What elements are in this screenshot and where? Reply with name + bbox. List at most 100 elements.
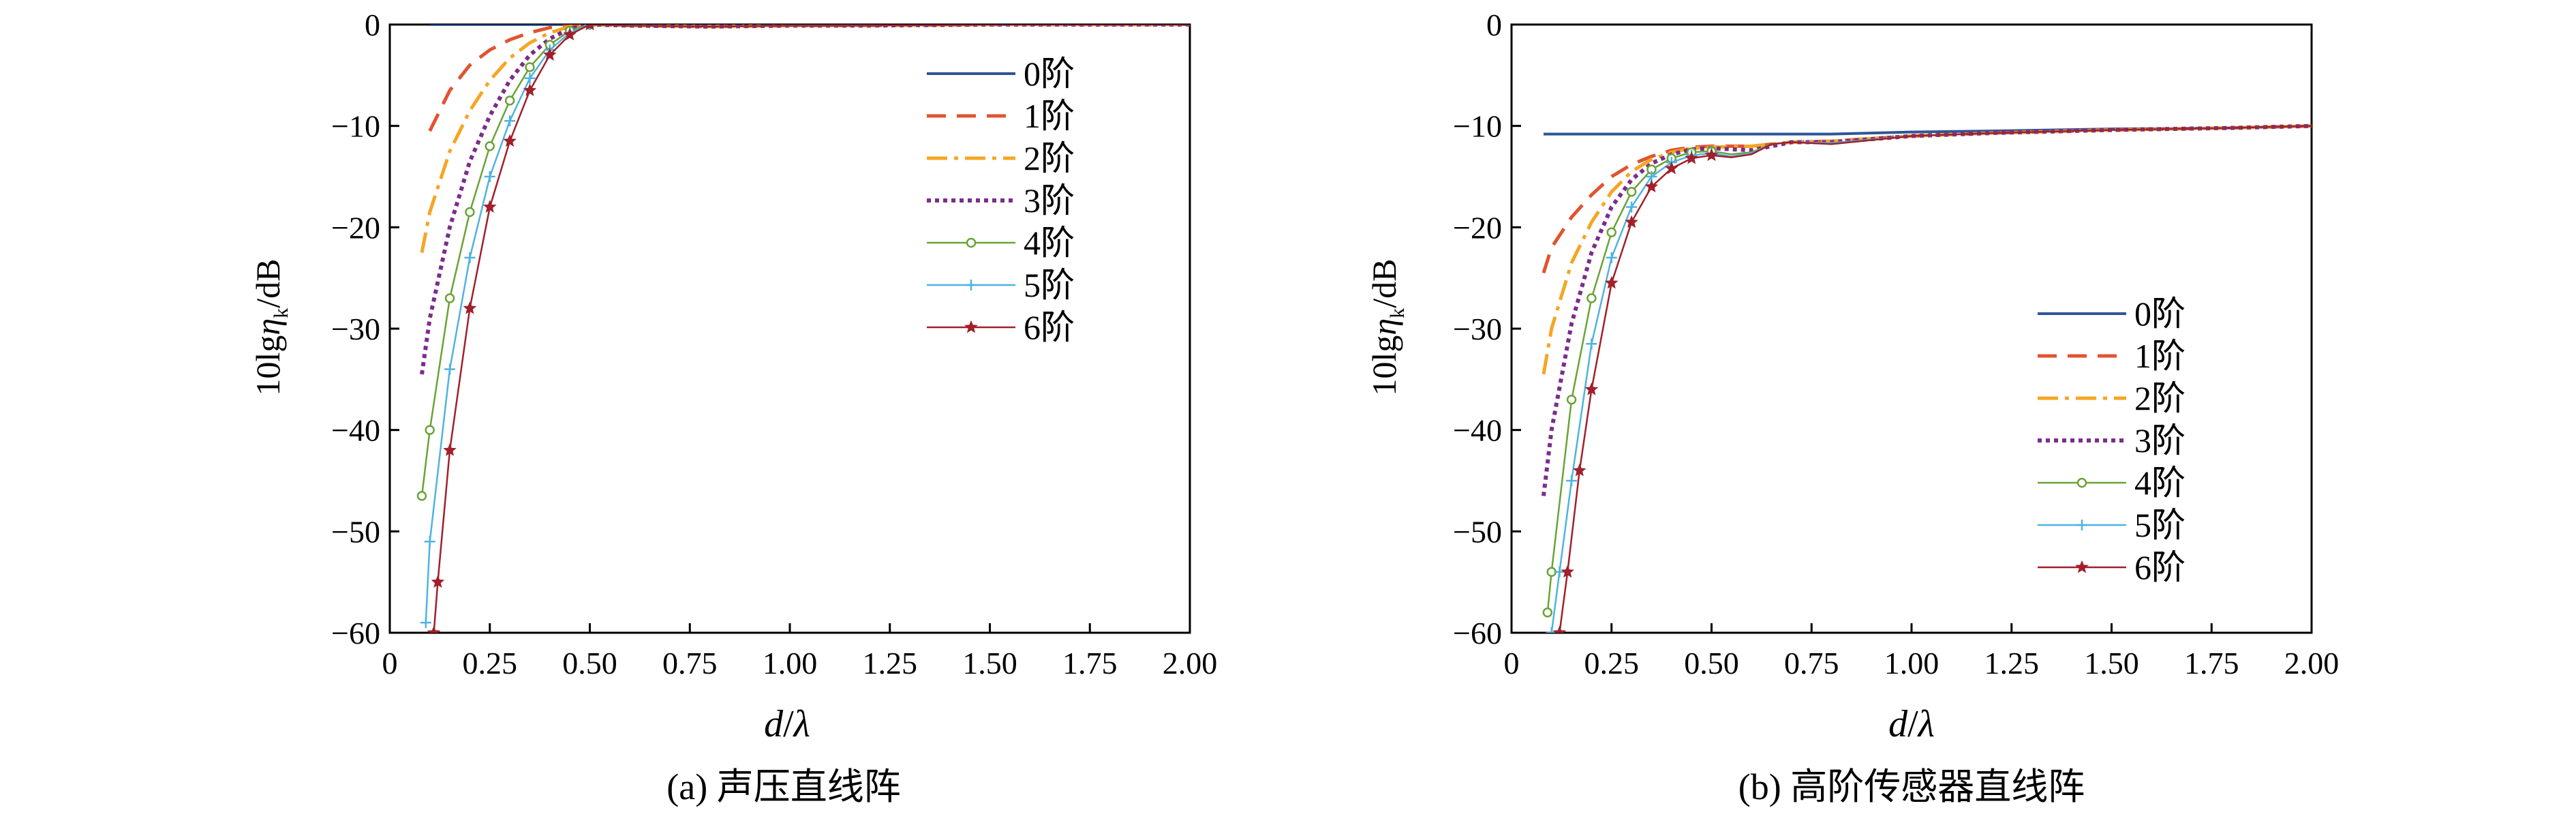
x-tick-label: 0.25 xyxy=(1584,646,1640,680)
series-marker-4 xyxy=(465,207,475,218)
x-tick-label: 1.50 xyxy=(962,646,1017,680)
y-tick-label: −50 xyxy=(331,514,380,549)
legend-label: 2阶 xyxy=(1024,139,1075,177)
series-marker-4 xyxy=(425,425,435,435)
series-marker-5 xyxy=(584,25,596,30)
x-tick-label: 0.25 xyxy=(463,646,518,680)
series-marker-4 xyxy=(1542,608,1553,618)
legend-label: 6阶 xyxy=(1024,308,1075,346)
series-marker-5 xyxy=(1546,627,1557,633)
series-marker-5 xyxy=(1554,566,1565,578)
series-marker-6 xyxy=(542,48,557,61)
series-line-6 xyxy=(433,25,1190,633)
series-line-6 xyxy=(1559,125,2312,633)
caption-b: (b) 高阶传感器直线阵 xyxy=(1738,766,2085,807)
x-axis-label-b: d/λ xyxy=(1888,703,1935,745)
series-marker-6 xyxy=(1664,161,1678,175)
series-marker-5 xyxy=(424,536,435,548)
legend-marker xyxy=(2076,477,2087,488)
series-marker-5 xyxy=(1586,338,1597,350)
series-line-5 xyxy=(1550,125,2312,633)
series-marker-6 xyxy=(503,134,517,147)
legend-marker xyxy=(2076,520,2087,530)
series-marker-5 xyxy=(484,171,495,182)
legend-label: 4阶 xyxy=(1024,224,1075,262)
series-marker-6 xyxy=(1625,215,1638,228)
caption-a: (a) 声压直线阵 xyxy=(666,766,900,807)
series-marker-6 xyxy=(1644,179,1659,193)
x-axis-ticks-a: 0 0.25 0.50 0.75 1.00 1.25 1.50 1.75 2.00 xyxy=(382,623,1217,680)
series-marker-6 xyxy=(563,27,577,41)
series-marker-6 xyxy=(1604,275,1619,289)
x-tick-label: 1.75 xyxy=(1062,646,1118,680)
x-tick-label: 0.50 xyxy=(562,646,617,680)
x-axis-ticks-b: 0 0.25 0.50 0.75 1.00 1.25 1.50 1.75 2.00 xyxy=(1504,623,2339,680)
series-marker-4 xyxy=(1626,187,1637,197)
legend-marker xyxy=(966,237,977,248)
series-line-5 xyxy=(425,25,1190,623)
y-tick-label: −30 xyxy=(331,312,380,346)
x-tick-label: 0 xyxy=(1504,646,1520,680)
legend-label: 0阶 xyxy=(2134,295,2186,333)
series-marker-6 xyxy=(585,25,594,31)
legend-marker xyxy=(966,280,977,290)
y-tick-label: −10 xyxy=(331,109,380,144)
series-marker-4 xyxy=(1566,394,1577,405)
y-tick-label: −50 xyxy=(1453,514,1502,549)
y-tick-label: 0 xyxy=(1486,8,1502,42)
series-group-b xyxy=(1542,123,2312,633)
series-marker-4 xyxy=(504,95,515,106)
legend-label: 1阶 xyxy=(1024,97,1075,135)
legend-marker xyxy=(964,320,978,333)
legend-label: 2阶 xyxy=(2134,379,2186,417)
series-marker-6 xyxy=(443,443,457,456)
series-marker-6 xyxy=(523,83,537,96)
series-group-a xyxy=(416,25,1190,633)
legend-label: 0阶 xyxy=(1024,55,1075,93)
series-marker-4 xyxy=(485,141,495,151)
y-tick-label: −40 xyxy=(1453,413,1502,448)
legend-label: 6阶 xyxy=(2134,548,2186,586)
legend-label: 1阶 xyxy=(2134,337,2186,375)
legend-a: 0阶 1阶 2阶 3阶 4阶 5阶 6阶 xyxy=(927,55,1075,346)
x-axis-label-a: d/λ xyxy=(764,703,810,745)
series-marker-6 xyxy=(463,301,477,314)
series-marker-5 xyxy=(464,252,476,263)
panel-b: 0 −10 −20 −30 −40 −50 −60 0 0.25 0.50 0.75 1.00 1.2… xyxy=(1365,8,2339,807)
series-line-1 xyxy=(1542,124,2312,273)
x-tick-label: 0.75 xyxy=(662,646,718,680)
y-axis-label-a: 10lgηk/dB xyxy=(249,259,292,396)
series-marker-5 xyxy=(420,617,431,629)
panel-a: 0 −10 −20 −30 −40 −50 −60 0 0.25 0.50 0.75 1.00 1.2… xyxy=(249,8,1217,807)
legend-label: 4阶 xyxy=(2134,464,2186,502)
series-marker-6 xyxy=(1572,463,1586,477)
series-marker-6 xyxy=(482,200,497,213)
y-tick-label: −60 xyxy=(331,616,380,650)
y-tick-label: 0 xyxy=(365,8,380,42)
legend-b: 0阶 1阶 2阶 3阶 4阶 5阶 6阶 xyxy=(2038,295,2186,586)
legend-marker xyxy=(2075,560,2089,573)
series-marker-4 xyxy=(1606,227,1616,238)
y-tick-label: −20 xyxy=(331,210,380,245)
x-tick-label: 1.25 xyxy=(1984,646,2040,680)
series-marker-6 xyxy=(427,625,441,633)
series-marker-4 xyxy=(1586,293,1597,303)
x-tick-label: 0 xyxy=(382,646,398,680)
y-axis-ticks-b: 0 −10 −20 −30 −40 −50 −60 xyxy=(1453,8,1521,650)
series-marker-5 xyxy=(1626,201,1638,213)
series-line-1 xyxy=(428,25,1190,132)
x-tick-label: 1.50 xyxy=(2084,646,2139,680)
legend-label: 5阶 xyxy=(1024,266,1075,304)
series-marker-5 xyxy=(504,115,516,127)
y-tick-label: −10 xyxy=(1453,109,1502,144)
series-line-2 xyxy=(1542,124,2312,375)
series-marker-4 xyxy=(444,293,455,303)
y-tick-label: −40 xyxy=(331,413,380,448)
legend-label: 5阶 xyxy=(2134,506,2186,544)
series-marker-6 xyxy=(1584,382,1599,395)
y-tick-label: −20 xyxy=(1453,210,1502,245)
x-tick-label: 1.00 xyxy=(763,646,818,680)
series-line-4 xyxy=(1546,125,2312,613)
